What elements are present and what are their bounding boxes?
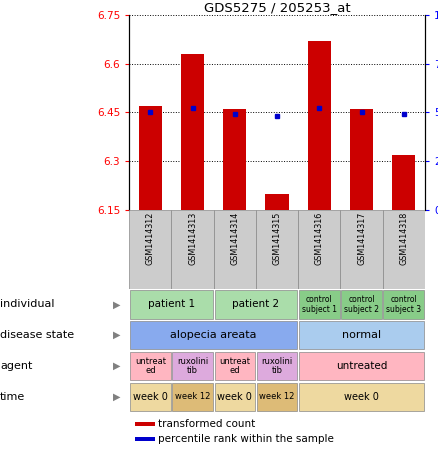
- Text: control
subject 3: control subject 3: [386, 295, 421, 314]
- Text: individual: individual: [0, 299, 54, 309]
- Bar: [129, 210, 171, 289]
- Text: week 12: week 12: [259, 392, 295, 401]
- Text: patient 1: patient 1: [148, 299, 195, 309]
- Bar: [215, 352, 255, 380]
- Text: transformed count: transformed count: [158, 419, 255, 429]
- Bar: [130, 383, 170, 411]
- Bar: [383, 290, 424, 318]
- Bar: [340, 210, 383, 289]
- Bar: [130, 352, 170, 380]
- Bar: [135, 437, 155, 441]
- Bar: [181, 54, 204, 210]
- Text: normal: normal: [342, 330, 381, 340]
- Text: agent: agent: [0, 361, 32, 371]
- Text: ruxolini
tib: ruxolini tib: [261, 357, 293, 376]
- Bar: [299, 352, 424, 380]
- Text: ▶: ▶: [113, 299, 120, 309]
- Bar: [350, 109, 373, 210]
- Text: GSM1414315: GSM1414315: [272, 212, 282, 265]
- Text: GSM1414317: GSM1414317: [357, 212, 366, 265]
- Bar: [299, 290, 339, 318]
- Title: GDS5275 / 205253_at: GDS5275 / 205253_at: [204, 1, 350, 14]
- Text: GSM1414312: GSM1414312: [146, 212, 155, 265]
- Text: GSM1414313: GSM1414313: [188, 212, 197, 265]
- Bar: [257, 383, 297, 411]
- Text: untreated: untreated: [336, 361, 387, 371]
- Text: GSM1414316: GSM1414316: [315, 212, 324, 265]
- Bar: [215, 290, 297, 318]
- Text: time: time: [0, 392, 25, 402]
- Bar: [298, 210, 340, 289]
- Text: disease state: disease state: [0, 330, 74, 340]
- Text: alopecia areata: alopecia areata: [170, 330, 257, 340]
- Bar: [135, 422, 155, 426]
- Text: GSM1414318: GSM1414318: [399, 212, 408, 265]
- Text: week 0: week 0: [217, 392, 252, 402]
- Bar: [265, 193, 289, 210]
- Text: patient 2: patient 2: [232, 299, 279, 309]
- Text: ▶: ▶: [113, 361, 120, 371]
- Bar: [299, 383, 424, 411]
- Text: week 12: week 12: [175, 392, 210, 401]
- Bar: [307, 41, 331, 210]
- Bar: [172, 383, 213, 411]
- Bar: [172, 352, 213, 380]
- Bar: [130, 321, 297, 349]
- Text: untreat
ed: untreat ed: [135, 357, 166, 376]
- Text: week 0: week 0: [133, 392, 168, 402]
- Bar: [223, 109, 247, 210]
- Bar: [130, 290, 213, 318]
- Bar: [215, 383, 255, 411]
- Text: untreat
ed: untreat ed: [219, 357, 250, 376]
- Bar: [392, 154, 415, 210]
- Bar: [171, 210, 214, 289]
- Bar: [299, 321, 424, 349]
- Text: ▶: ▶: [113, 330, 120, 340]
- Text: ▶: ▶: [113, 392, 120, 402]
- Bar: [214, 210, 256, 289]
- Bar: [256, 210, 298, 289]
- Text: control
subject 2: control subject 2: [344, 295, 379, 314]
- Text: percentile rank within the sample: percentile rank within the sample: [158, 434, 334, 444]
- Bar: [257, 352, 297, 380]
- Text: ruxolini
tib: ruxolini tib: [177, 357, 208, 376]
- Bar: [139, 106, 162, 210]
- Text: control
subject 1: control subject 1: [302, 295, 337, 314]
- Text: GSM1414314: GSM1414314: [230, 212, 239, 265]
- Text: week 0: week 0: [344, 392, 379, 402]
- Bar: [341, 290, 382, 318]
- Bar: [383, 210, 425, 289]
